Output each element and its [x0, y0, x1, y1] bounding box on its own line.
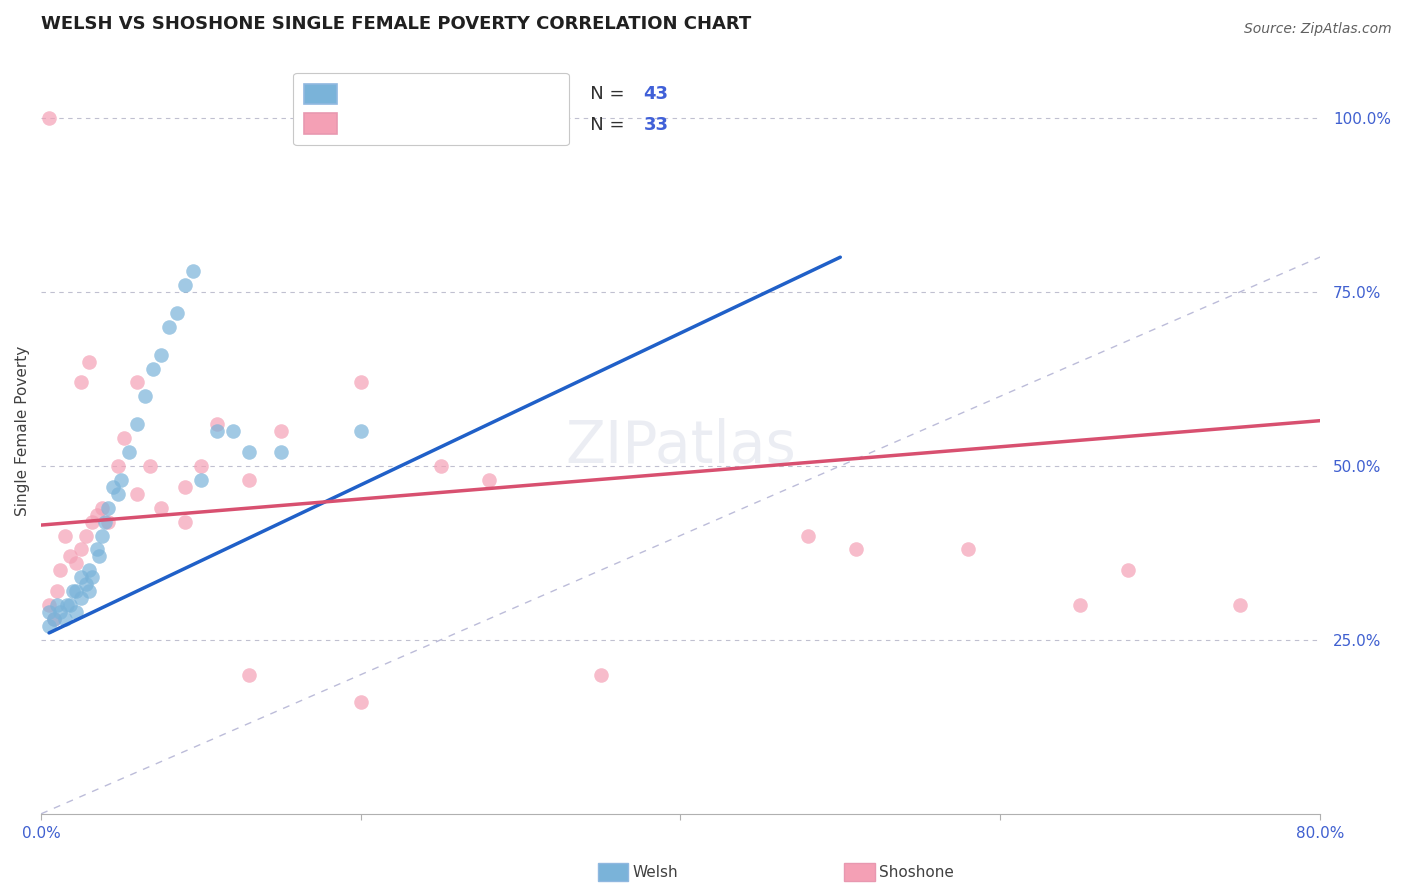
Text: 43: 43	[644, 86, 668, 103]
Point	[957, 542, 980, 557]
Point	[65, 605, 87, 619]
Y-axis label: Single Female Poverty: Single Female Poverty	[15, 346, 30, 516]
Point	[82, 515, 104, 529]
Point	[77, 584, 100, 599]
Point	[157, 319, 180, 334]
Text: R =: R =	[447, 86, 486, 103]
Point	[42, 612, 65, 626]
Point	[70, 591, 93, 606]
Point	[222, 424, 245, 438]
Point	[75, 577, 97, 591]
Point	[90, 528, 112, 542]
Point	[55, 598, 77, 612]
Point	[94, 515, 117, 529]
Point	[139, 458, 162, 473]
Point	[1069, 598, 1091, 612]
Text: ZIPatlas: ZIPatlas	[565, 418, 796, 475]
Point	[478, 111, 501, 125]
Point	[49, 563, 72, 577]
Text: Source: ZipAtlas.com: Source: ZipAtlas.com	[1244, 22, 1392, 37]
Point	[205, 424, 228, 438]
Point	[82, 570, 104, 584]
Point	[509, 111, 531, 125]
Point	[38, 619, 60, 633]
Point	[70, 376, 93, 390]
Point	[65, 557, 87, 571]
Point	[118, 445, 141, 459]
Text: N =: N =	[574, 86, 630, 103]
Point	[1229, 598, 1251, 612]
Point	[38, 605, 60, 619]
Point	[107, 458, 129, 473]
Point	[190, 473, 212, 487]
Point	[65, 584, 87, 599]
Point	[494, 111, 516, 125]
Point	[350, 376, 373, 390]
Point	[49, 605, 72, 619]
Text: 0.130: 0.130	[509, 116, 567, 134]
Point	[797, 528, 820, 542]
Point	[87, 549, 110, 564]
Point	[107, 487, 129, 501]
Point	[42, 612, 65, 626]
Point	[62, 584, 84, 599]
Point	[174, 515, 197, 529]
Point	[150, 348, 173, 362]
Point	[53, 528, 76, 542]
Point	[46, 598, 69, 612]
Point	[75, 528, 97, 542]
Point	[86, 508, 108, 522]
Point	[181, 264, 204, 278]
Point	[429, 458, 451, 473]
Point	[238, 473, 260, 487]
Text: WELSH VS SHOSHONE SINGLE FEMALE POVERTY CORRELATION CHART: WELSH VS SHOSHONE SINGLE FEMALE POVERTY …	[41, 15, 751, 33]
Point	[174, 278, 197, 293]
Text: Shoshone: Shoshone	[879, 865, 953, 880]
Point	[97, 515, 120, 529]
Point	[110, 473, 132, 487]
Point	[142, 361, 165, 376]
Point	[53, 612, 76, 626]
Text: R =: R =	[447, 116, 486, 134]
Point	[190, 458, 212, 473]
Point	[270, 445, 292, 459]
Point	[845, 542, 868, 557]
Point	[350, 696, 373, 710]
Text: N =: N =	[574, 116, 630, 134]
Point	[478, 473, 501, 487]
Point	[86, 542, 108, 557]
Point	[59, 598, 82, 612]
Point	[125, 376, 148, 390]
Point	[101, 480, 124, 494]
Point	[205, 417, 228, 432]
Point	[270, 424, 292, 438]
Point	[59, 549, 82, 564]
Point	[589, 667, 612, 681]
Point	[97, 500, 120, 515]
Point	[134, 389, 156, 403]
Legend:                                     ,                                     : ,	[294, 73, 569, 145]
Text: Welsh: Welsh	[633, 865, 678, 880]
Point	[1116, 563, 1139, 577]
Point	[125, 417, 148, 432]
Point	[174, 480, 197, 494]
Point	[70, 570, 93, 584]
Point	[77, 354, 100, 368]
Point	[125, 487, 148, 501]
Point	[38, 111, 60, 125]
Text: 33: 33	[644, 116, 668, 134]
Point	[238, 667, 260, 681]
Point	[166, 306, 188, 320]
Point	[150, 500, 173, 515]
Point	[238, 445, 260, 459]
Point	[70, 542, 93, 557]
Text: 0.501: 0.501	[509, 86, 567, 103]
Point	[38, 598, 60, 612]
Point	[90, 500, 112, 515]
Point	[112, 431, 135, 445]
Point	[46, 584, 69, 599]
Point	[77, 563, 100, 577]
Point	[350, 424, 373, 438]
